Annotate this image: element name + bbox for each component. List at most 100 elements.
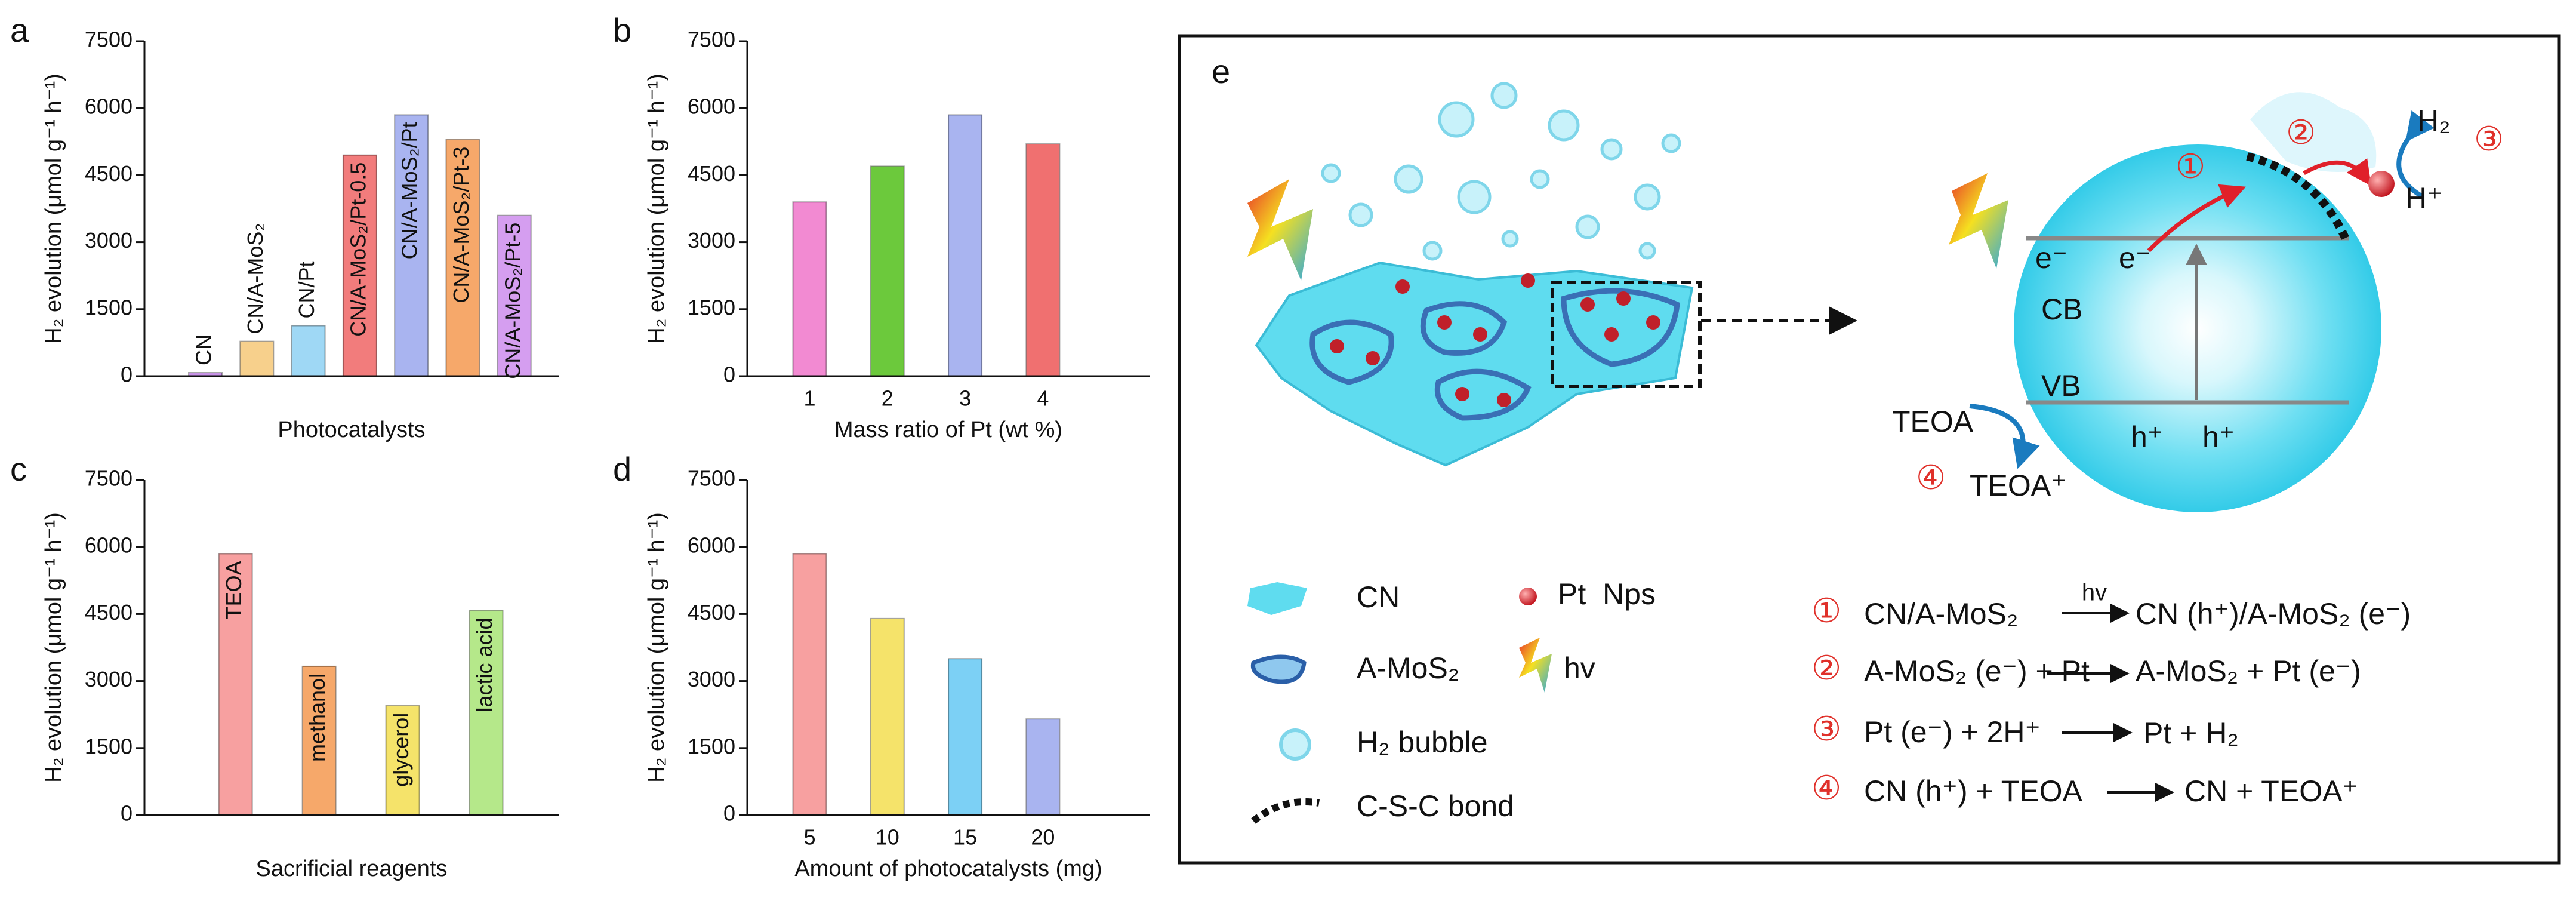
x-tick-label: 1	[803, 386, 815, 411]
bar	[394, 114, 429, 377]
zoom-box	[1551, 281, 1702, 388]
reaction-condition: hv	[2082, 580, 2107, 606]
bar	[870, 617, 905, 816]
mos2-sheet	[2250, 92, 2377, 172]
scheme: e	[1178, 34, 2561, 865]
hole: h⁺	[2131, 420, 2163, 454]
y-tick-label: 3000	[85, 667, 133, 691]
reaction-left: CN (h⁺) + TEOA	[1864, 774, 2082, 808]
y-tick-label: 3000	[85, 228, 133, 253]
panel-label: a	[10, 11, 29, 49]
bar	[342, 154, 377, 377]
bar	[792, 201, 827, 377]
y-tick-label: 4500	[688, 600, 735, 625]
y-tick-label: 7500	[688, 466, 735, 491]
panel-label: c	[10, 450, 27, 488]
bar-label: TEOA	[221, 561, 246, 619]
y-tick-label: 6000	[85, 94, 133, 119]
reaction-number: ④	[1811, 769, 1841, 807]
x-tick-label: 2	[882, 386, 893, 411]
y-tick-label: 1500	[85, 734, 133, 758]
legend-icon	[1519, 638, 1552, 693]
y-tick-label: 0	[121, 801, 133, 826]
reaction-right: A-MoS₂ + Pt (e⁻)	[2136, 654, 2361, 688]
legend-label: C-S-C bond	[1357, 789, 1514, 823]
h2-arrow	[2396, 110, 2435, 199]
reaction-left: A-MoS₂ (e⁻) + Pt	[1864, 654, 2090, 688]
x-tick-label: 4	[1037, 386, 1049, 411]
bar	[239, 340, 275, 377]
bar-label: CN/A-MoS₂/Pt-0.5	[346, 162, 370, 337]
bar-label: lactic acid	[472, 617, 497, 712]
legend-icon	[1250, 654, 1307, 684]
y-tick-label: 0	[121, 362, 133, 387]
h-plus: H⁺	[2405, 182, 2443, 215]
hole: h⁺	[2202, 420, 2235, 454]
x-axis-label: Sacrificial reagents	[255, 856, 447, 881]
y-tick-label: 6000	[688, 94, 735, 119]
x-tick-label: 5	[803, 825, 815, 850]
teoa-arrow	[1969, 404, 2040, 469]
cb-label: CB	[2041, 293, 2082, 326]
bar-label: CN/A-MoS₂/Pt-5	[500, 223, 525, 379]
y-tick-label: 3000	[688, 667, 735, 691]
bar-label: CN/A-MoS₂/Pt	[398, 122, 422, 259]
legend-icon	[1251, 798, 1320, 824]
bar	[948, 658, 983, 816]
bar	[291, 325, 326, 377]
transfer-arrow	[2303, 158, 2372, 186]
reaction-right: CN + TEOA⁺	[2184, 774, 2358, 808]
reaction-number: ①	[1811, 592, 1841, 629]
y-tick-label: 3000	[688, 228, 735, 253]
reaction-number: ②	[1811, 649, 1841, 687]
x-tick-label: 3	[959, 386, 971, 411]
legend-label: hv	[1564, 651, 1595, 685]
step-number: ④	[1916, 459, 1946, 496]
h2: H₂	[2417, 104, 2451, 137]
x-axis-label: Amount of photocatalysts (mg)	[794, 856, 1102, 881]
y-tick-label: 7500	[688, 27, 735, 52]
y-axis-label: H₂ evolution (μmol g⁻¹ h⁻¹)	[644, 512, 669, 783]
y-tick-label: 7500	[85, 27, 133, 52]
reaction-left: CN/A-MoS₂	[1864, 597, 2018, 631]
y-tick-label: 0	[723, 801, 735, 826]
electron: e⁻	[2119, 241, 2151, 275]
panel-label: b	[613, 11, 631, 49]
legend-label: CN	[1357, 580, 1400, 614]
legend-icon	[1247, 582, 1307, 615]
step-number: ①	[2176, 147, 2205, 185]
bar-label: glycerol	[389, 713, 413, 787]
y-tick-label: 4500	[85, 600, 133, 625]
legend-label: H₂ bubble	[1357, 725, 1488, 759]
bar	[948, 114, 983, 377]
electron-arrow	[2147, 184, 2246, 253]
bar-label: CN/A-MoS₂	[243, 223, 267, 334]
panel-label: e	[1212, 53, 1230, 90]
bar-label: CN	[192, 334, 216, 365]
light-icon	[1949, 173, 2008, 269]
bar-label: CN/Pt	[294, 261, 319, 318]
x-tick-label: 15	[953, 825, 977, 850]
bar	[445, 139, 480, 377]
mos2-patches	[1309, 288, 1680, 421]
y-tick-label: 7500	[85, 466, 133, 491]
panel-frame	[1178, 34, 2561, 865]
x-axis-label: Mass ratio of Pt (wt %)	[834, 417, 1062, 442]
pt-particles	[1330, 273, 1660, 407]
bar-label: CN/A-MoS₂/Pt-3	[449, 147, 473, 303]
legend-icon	[1519, 588, 1537, 605]
bar	[870, 165, 905, 377]
y-axis-label: H₂ evolution (μmol g⁻¹ h⁻¹)	[41, 73, 66, 344]
pt-particle	[2368, 171, 2395, 197]
x-tick-label: 20	[1031, 825, 1055, 850]
y-tick-label: 4500	[688, 161, 735, 186]
y-tick-label: 1500	[688, 734, 735, 758]
cn-sheet	[1255, 261, 1694, 467]
teoa: TEOA	[1892, 405, 1974, 438]
light-icon	[1247, 179, 1313, 281]
bar	[1025, 718, 1061, 816]
legend-label: A-MoS₂	[1357, 651, 1459, 685]
bar-label: methanol	[305, 674, 329, 762]
y-tick-label: 6000	[85, 533, 133, 558]
